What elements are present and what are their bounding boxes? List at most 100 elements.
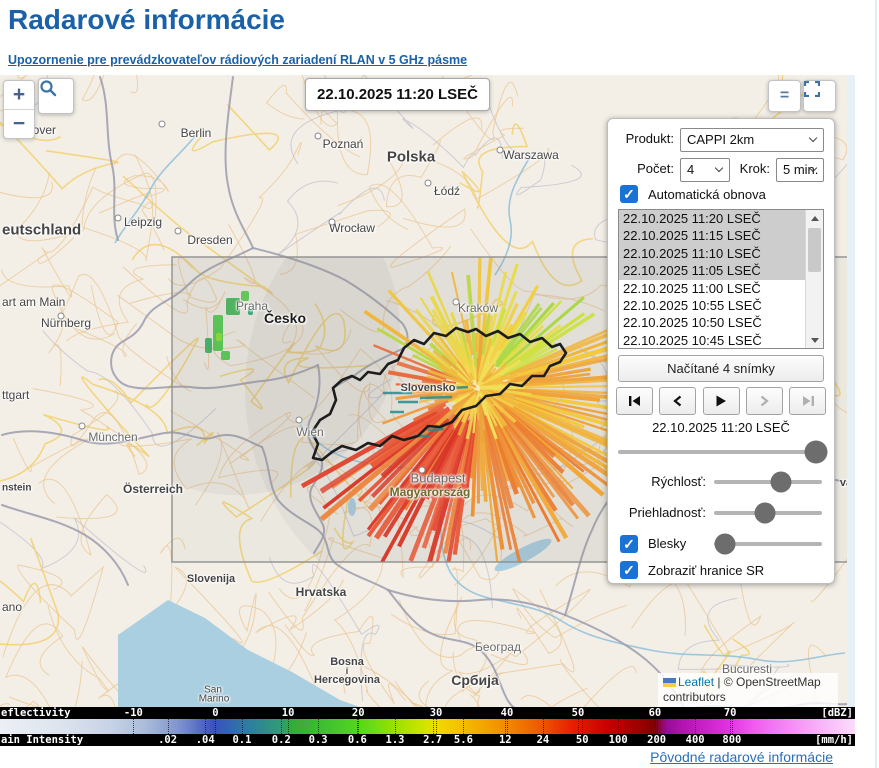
step-forward-button[interactable] — [745, 387, 783, 415]
ukraine-flag-icon — [663, 678, 676, 687]
scale-tick-label: 100 — [608, 734, 628, 746]
scale-tick-label: 0.2 — [271, 734, 291, 746]
play-button[interactable] — [702, 387, 740, 415]
city-dot — [114, 214, 122, 222]
lightning-checkbox[interactable]: ✓ — [620, 535, 638, 553]
scale-tick-label: 2.7 — [423, 734, 443, 746]
triangle-up-icon — [810, 215, 819, 221]
time-list-item[interactable]: 22.10.2025 11:10 LSEČ — [619, 244, 820, 263]
time-list-item[interactable]: 22.10.2025 11:20 LSEČ — [619, 210, 820, 228]
leaflet-link[interactable]: Leaflet — [678, 675, 715, 689]
borders-checkbox[interactable]: ✓ — [620, 561, 638, 579]
skip-start-icon — [628, 396, 640, 406]
time-listbox[interactable]: 22.10.2025 11:20 LSEČ 22.10.2025 11:15 LS… — [618, 209, 824, 349]
speed-label: Rýchlosť: — [651, 474, 706, 489]
time-list-item[interactable]: 22.10.2025 11:05 LSEČ — [619, 262, 820, 280]
scale-tick-line — [357, 719, 359, 734]
fullscreen-button[interactable] — [803, 80, 836, 112]
scale-tick-line — [436, 719, 438, 734]
scale-tick-line — [582, 719, 584, 734]
scale-tick-line — [542, 719, 544, 734]
osm-link[interactable]: OpenStreetMap contributors — [663, 675, 821, 704]
slider-track — [618, 450, 824, 454]
city-dot — [314, 132, 322, 140]
scale-tick-label: 70 — [723, 707, 737, 719]
scale-tick-label: 40 — [500, 707, 514, 719]
scroll-down-button[interactable] — [806, 332, 823, 348]
skip-start-button[interactable] — [616, 387, 653, 415]
slider-track — [714, 480, 822, 484]
scale-tick-line — [654, 719, 656, 734]
scale-tick-line — [507, 719, 508, 734]
playback-controls — [616, 387, 826, 415]
zoom-control: + − — [3, 80, 35, 139]
speed-row: Rýchlosť: — [618, 471, 824, 493]
scrollbar-thumb[interactable] — [808, 228, 821, 272]
opacity-slider[interactable] — [714, 502, 822, 524]
city-dot — [424, 179, 432, 187]
slider-track — [714, 542, 822, 546]
search-icon — [40, 80, 57, 97]
scroll-up-button[interactable] — [806, 210, 823, 226]
zoom-out-button[interactable]: − — [12, 112, 26, 135]
time-list-item[interactable]: 22.10.2025 11:15 LSEČ — [619, 227, 820, 245]
scale-tick-line — [241, 719, 243, 734]
speed-slider[interactable] — [714, 471, 822, 493]
produkt-select[interactable]: CAPPI 2km — [680, 128, 824, 152]
city-dot — [418, 466, 426, 474]
adriatic-sea — [118, 600, 368, 710]
map-edge-strip — [847, 75, 855, 710]
scale-tick-line — [695, 719, 697, 734]
scale-tick-label: 50 — [571, 707, 585, 719]
scale-tick-line — [432, 719, 434, 734]
radar-control-panel: Produkt: CAPPI 2km Počet: 4 Krok: 5 min.… — [607, 118, 835, 584]
skip-end-button[interactable] — [789, 387, 826, 415]
slovakia-border — [310, 326, 568, 462]
city-dot — [78, 422, 86, 430]
slider-thumb[interactable] — [804, 440, 828, 464]
play-icon — [716, 395, 726, 407]
page-title: Radarové informácie — [8, 4, 285, 35]
time-list-item[interactable]: 22.10.2025 10:45 LSEČ — [623, 332, 762, 348]
auto-refresh-checkbox[interactable]: ✓ — [620, 185, 638, 203]
city-dot — [158, 120, 166, 128]
chevron-down-icon — [808, 133, 818, 143]
lightning-slider[interactable] — [714, 533, 822, 555]
city-dot — [328, 218, 336, 226]
lightning-label: Blesky — [648, 536, 687, 551]
time-list-item[interactable]: 22.10.2025 10:55 LSEČ — [623, 297, 762, 313]
scale-tick-label: 0 — [212, 707, 219, 719]
scale-tick-label: 1.3 — [385, 734, 405, 746]
time-list-item[interactable]: 22.10.2025 11:00 LSEČ — [623, 280, 761, 296]
krok-select[interactable]: 5 min. — [776, 158, 824, 182]
slider-thumb[interactable] — [770, 471, 792, 493]
scale-tick-label: 400 — [685, 734, 705, 746]
scale-tick-line — [731, 719, 733, 734]
pocet-select[interactable]: 4 — [680, 158, 730, 182]
slider-thumb[interactable] — [754, 502, 776, 524]
scale-tick-label: 30 — [429, 707, 443, 719]
scale-tick-line — [167, 719, 169, 734]
rlan-warning-link[interactable]: Upozornenie pre prevádzkovateľov rádiový… — [8, 53, 468, 67]
loaded-frames-button[interactable]: Načítané 4 snímky — [618, 355, 824, 382]
radar-color-scale: eflectivity [dBZ] -10 0 10 20 30 40 50 60 70 ain… — [0, 707, 855, 746]
scale-tick-line — [215, 719, 217, 734]
pocet-label: Počet: — [637, 161, 674, 176]
original-radar-info-link[interactable]: Pôvodné radarové informácie — [650, 749, 833, 765]
pocet-value: 4 — [687, 162, 695, 177]
legend-toggle-button[interactable]: = — [768, 80, 801, 112]
opacity-label: Priehladnosť: — [628, 505, 706, 520]
produkt-row: Produkt: CAPPI 2km — [618, 127, 824, 152]
scale-tick-line — [358, 719, 360, 734]
step-back-button[interactable] — [659, 387, 697, 415]
time-list-item[interactable]: 22.10.2025 10:50 LSEČ — [623, 315, 762, 331]
slider-thumb[interactable] — [714, 533, 736, 555]
chevron-left-icon — [673, 395, 681, 407]
scale-tick-line — [395, 719, 396, 734]
scale-tick-line — [656, 719, 658, 734]
search-button[interactable] — [38, 78, 74, 114]
zoom-in-button[interactable]: + — [4, 81, 34, 110]
frame-position-slider[interactable] — [618, 440, 828, 464]
scrollbar[interactable] — [805, 210, 823, 348]
map-timestamp-display: 22.10.2025 11:20 LSEČ — [305, 78, 490, 111]
